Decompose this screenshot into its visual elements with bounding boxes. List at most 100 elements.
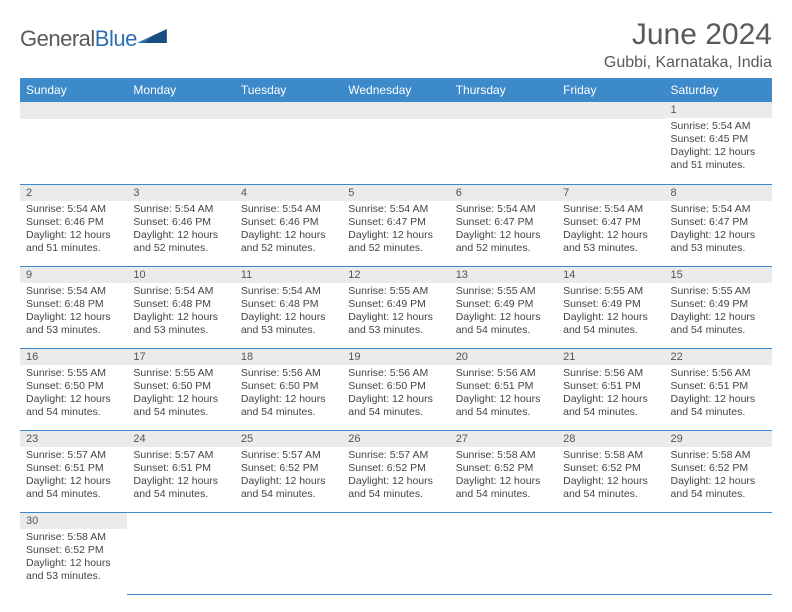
day-details: Sunrise: 5:57 AMSunset: 6:52 PMDaylight:… [235,447,342,506]
calendar-day-cell: 10Sunrise: 5:54 AMSunset: 6:48 PMDayligh… [127,266,234,348]
calendar-day-cell: 4Sunrise: 5:54 AMSunset: 6:46 PMDaylight… [235,184,342,266]
day-details: Sunrise: 5:58 AMSunset: 6:52 PMDaylight:… [20,529,127,588]
day-details: Sunrise: 5:58 AMSunset: 6:52 PMDaylight:… [450,447,557,506]
calendar-header-row: SundayMondayTuesdayWednesdayThursdayFrid… [20,78,772,102]
day-details: Sunrise: 5:55 AMSunset: 6:49 PMDaylight:… [342,283,449,342]
day-details: Sunrise: 5:54 AMSunset: 6:46 PMDaylight:… [20,201,127,260]
day-details: Sunrise: 5:54 AMSunset: 6:45 PMDaylight:… [665,118,772,177]
day-number: 10 [127,267,234,283]
day-details: Sunrise: 5:56 AMSunset: 6:50 PMDaylight:… [342,365,449,424]
day-details: Sunrise: 5:54 AMSunset: 6:46 PMDaylight:… [127,201,234,260]
brand-flag-icon [137,29,167,43]
day-number: 13 [450,267,557,283]
daynum-bar-empty [557,102,664,119]
day-number: 27 [450,431,557,447]
day-details: Sunrise: 5:57 AMSunset: 6:51 PMDaylight:… [20,447,127,506]
day-details: Sunrise: 5:55 AMSunset: 6:49 PMDaylight:… [665,283,772,342]
day-details: Sunrise: 5:54 AMSunset: 6:47 PMDaylight:… [665,201,772,260]
day-details: Sunrise: 5:54 AMSunset: 6:48 PMDaylight:… [127,283,234,342]
day-details: Sunrise: 5:54 AMSunset: 6:46 PMDaylight:… [235,201,342,260]
calendar-day-cell: 8Sunrise: 5:54 AMSunset: 6:47 PMDaylight… [665,184,772,266]
calendar-day-cell: 12Sunrise: 5:55 AMSunset: 6:49 PMDayligh… [342,266,449,348]
day-number: 18 [235,349,342,365]
day-details: Sunrise: 5:55 AMSunset: 6:50 PMDaylight:… [127,365,234,424]
day-details: Sunrise: 5:54 AMSunset: 6:48 PMDaylight:… [20,283,127,342]
day-details: Sunrise: 5:56 AMSunset: 6:51 PMDaylight:… [665,365,772,424]
calendar-empty-cell [557,512,664,594]
weekday-header: Thursday [450,78,557,102]
calendar-empty-cell [665,512,772,594]
daynum-bar-empty [342,102,449,119]
calendar-day-cell: 3Sunrise: 5:54 AMSunset: 6:46 PMDaylight… [127,184,234,266]
day-number: 22 [665,349,772,365]
weekday-header: Tuesday [235,78,342,102]
calendar-day-cell: 21Sunrise: 5:56 AMSunset: 6:51 PMDayligh… [557,348,664,430]
month-title: June 2024 [604,18,772,52]
day-number: 26 [342,431,449,447]
day-details: Sunrise: 5:54 AMSunset: 6:47 PMDaylight:… [557,201,664,260]
day-number: 20 [450,349,557,365]
brand-part2: Blue [95,26,137,51]
day-details: Sunrise: 5:58 AMSunset: 6:52 PMDaylight:… [557,447,664,506]
daynum-bar-empty [450,102,557,119]
calendar-empty-cell [557,102,664,184]
calendar-day-cell: 6Sunrise: 5:54 AMSunset: 6:47 PMDaylight… [450,184,557,266]
calendar-day-cell: 7Sunrise: 5:54 AMSunset: 6:47 PMDaylight… [557,184,664,266]
calendar-day-cell: 25Sunrise: 5:57 AMSunset: 6:52 PMDayligh… [235,430,342,512]
day-details: Sunrise: 5:55 AMSunset: 6:49 PMDaylight:… [557,283,664,342]
day-number: 28 [557,431,664,447]
day-number: 16 [20,349,127,365]
calendar-empty-cell [450,512,557,594]
calendar-day-cell: 26Sunrise: 5:57 AMSunset: 6:52 PMDayligh… [342,430,449,512]
calendar-empty-cell [127,102,234,184]
day-number: 4 [235,185,342,201]
calendar-day-cell: 16Sunrise: 5:55 AMSunset: 6:50 PMDayligh… [20,348,127,430]
day-details: Sunrise: 5:58 AMSunset: 6:52 PMDaylight:… [665,447,772,506]
day-number: 11 [235,267,342,283]
calendar-day-cell: 1Sunrise: 5:54 AMSunset: 6:45 PMDaylight… [665,102,772,184]
title-block: June 2024 Gubbi, Karnataka, India [604,18,772,72]
calendar-day-cell: 15Sunrise: 5:55 AMSunset: 6:49 PMDayligh… [665,266,772,348]
weekday-header: Saturday [665,78,772,102]
calendar-day-cell: 19Sunrise: 5:56 AMSunset: 6:50 PMDayligh… [342,348,449,430]
day-number: 5 [342,185,449,201]
day-details: Sunrise: 5:56 AMSunset: 6:51 PMDaylight:… [450,365,557,424]
day-number: 15 [665,267,772,283]
day-number: 8 [665,185,772,201]
calendar-empty-cell [342,512,449,594]
calendar-day-cell: 30Sunrise: 5:58 AMSunset: 6:52 PMDayligh… [20,512,127,594]
daynum-bar-empty [127,102,234,119]
calendar-table: SundayMondayTuesdayWednesdayThursdayFrid… [20,78,772,595]
calendar-day-cell: 27Sunrise: 5:58 AMSunset: 6:52 PMDayligh… [450,430,557,512]
calendar-body: 1Sunrise: 5:54 AMSunset: 6:45 PMDaylight… [20,102,772,594]
day-number: 14 [557,267,664,283]
day-number: 17 [127,349,234,365]
day-number: 1 [665,102,772,118]
brand-logo: GeneralBlue [20,18,167,52]
brand-text: GeneralBlue [20,26,137,52]
daynum-bar-empty [20,102,127,119]
calendar-day-cell: 2Sunrise: 5:54 AMSunset: 6:46 PMDaylight… [20,184,127,266]
calendar-day-cell: 20Sunrise: 5:56 AMSunset: 6:51 PMDayligh… [450,348,557,430]
calendar-empty-cell [127,512,234,594]
calendar-empty-cell [235,512,342,594]
calendar-day-cell: 14Sunrise: 5:55 AMSunset: 6:49 PMDayligh… [557,266,664,348]
day-details: Sunrise: 5:57 AMSunset: 6:52 PMDaylight:… [342,447,449,506]
brand-part1: General [20,26,95,51]
calendar-day-cell: 28Sunrise: 5:58 AMSunset: 6:52 PMDayligh… [557,430,664,512]
day-details: Sunrise: 5:57 AMSunset: 6:51 PMDaylight:… [127,447,234,506]
daynum-bar-empty [235,102,342,119]
calendar-day-cell: 18Sunrise: 5:56 AMSunset: 6:50 PMDayligh… [235,348,342,430]
calendar-day-cell: 17Sunrise: 5:55 AMSunset: 6:50 PMDayligh… [127,348,234,430]
weekday-header: Monday [127,78,234,102]
calendar-empty-cell [20,102,127,184]
calendar-day-cell: 24Sunrise: 5:57 AMSunset: 6:51 PMDayligh… [127,430,234,512]
day-number: 23 [20,431,127,447]
weekday-header: Friday [557,78,664,102]
day-number: 29 [665,431,772,447]
day-number: 3 [127,185,234,201]
calendar-day-cell: 23Sunrise: 5:57 AMSunset: 6:51 PMDayligh… [20,430,127,512]
calendar-day-cell: 22Sunrise: 5:56 AMSunset: 6:51 PMDayligh… [665,348,772,430]
calendar-empty-cell [235,102,342,184]
weekday-header: Wednesday [342,78,449,102]
